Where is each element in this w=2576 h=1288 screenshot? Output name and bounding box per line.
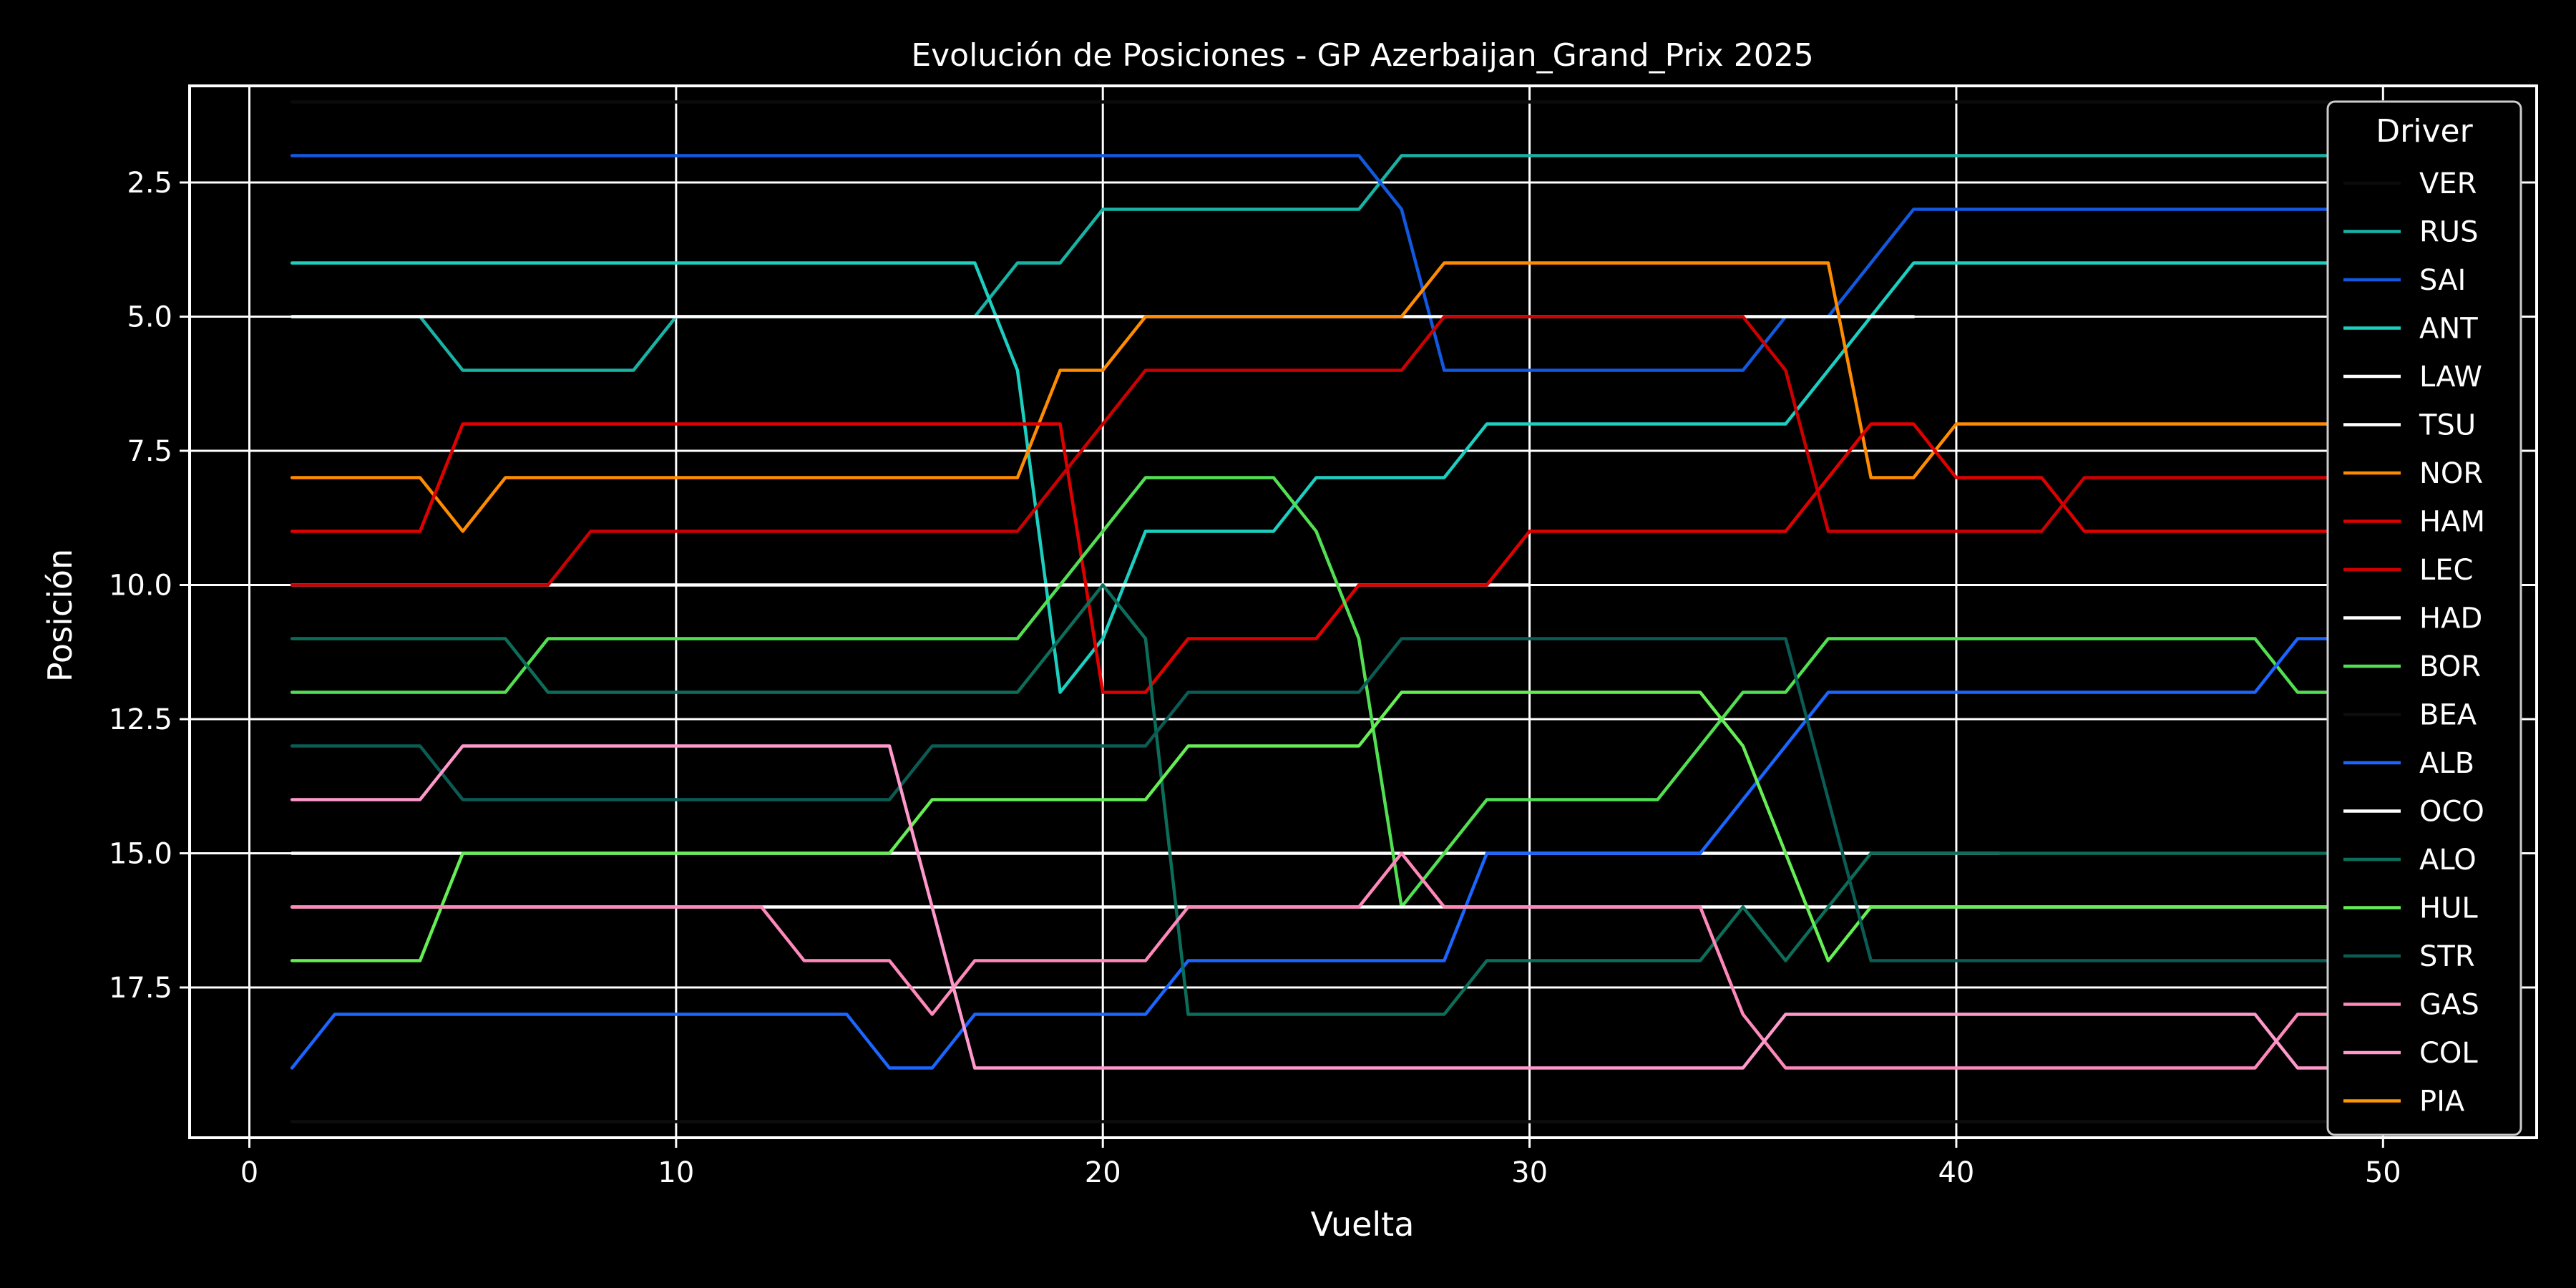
series-line-sai: [290, 154, 2428, 372]
y-tick-label: 5.0: [127, 301, 172, 334]
legend-label: GAS: [2419, 989, 2479, 1022]
x-tick-label: 30: [1511, 1156, 1548, 1189]
legend-box: [2326, 100, 2522, 1136]
legend-label: NOR: [2419, 457, 2483, 490]
x-tick-label: 40: [1938, 1156, 1974, 1189]
legend-item-sai: SAI: [2343, 264, 2466, 297]
series-line-str: [290, 637, 2428, 962]
x-tick-label: 0: [240, 1156, 258, 1189]
legend-item-hul: HUL: [2343, 892, 2478, 925]
y-tick-label: 17.5: [109, 972, 172, 1005]
series-line-gas: [290, 852, 2428, 1070]
legend-item-bor: BOR: [2343, 650, 2481, 683]
series-line-hul: [290, 691, 2428, 962]
plot-frame: [188, 84, 2538, 1139]
series-line-nor: [290, 261, 2428, 533]
legend-item-ant: ANT: [2343, 313, 2478, 346]
y-tick-label: 10.0: [109, 570, 172, 602]
legend-label: ANT: [2419, 313, 2478, 346]
legend-item-alb: ALB: [2343, 747, 2474, 780]
legend-label: LEC: [2419, 554, 2474, 587]
legend: Driver VER RUS SAI ANT LAW TSU NOR HAM LEC HAD BOR…: [2326, 100, 2522, 1136]
legend-item-had: HAD: [2343, 602, 2482, 635]
legend-label: ALO: [2419, 844, 2477, 877]
series-line-col: [290, 744, 2385, 1070]
legend-label: LAW: [2419, 361, 2482, 394]
series-line-ham: [290, 422, 2428, 694]
y-axis-title: Posición: [41, 549, 79, 682]
legend-label: BOR: [2419, 650, 2481, 683]
y-tick-label: 2.5: [127, 167, 172, 200]
series-line-alb: [290, 637, 2428, 1070]
series-layer: [290, 100, 2428, 1123]
legend-item-nor: NOR: [2343, 457, 2483, 490]
legend-item-law: LAW: [2343, 361, 2482, 394]
series-line-rus: [290, 154, 2428, 372]
chart-title: Evolución de Posiciones - GP Azerbaijan_…: [911, 37, 1813, 74]
legend-item-oco: OCO: [2343, 796, 2484, 829]
legend-item-str: STR: [2343, 940, 2475, 973]
legend-label: RUS: [2419, 216, 2478, 249]
legend-label: SAI: [2419, 264, 2466, 297]
legend-item-ham: HAM: [2343, 506, 2485, 539]
legend-label: OCO: [2419, 796, 2484, 829]
legend-item-rus: RUS: [2343, 216, 2478, 249]
series-line-ant: [290, 261, 2428, 694]
legend-item-ver: VER: [2343, 167, 2477, 200]
legend-item-bea: BEA: [2343, 699, 2477, 732]
x-tick-label: 50: [2365, 1156, 2401, 1189]
x-axis-title: Vuelta: [1311, 1205, 1415, 1244]
legend-label: HUL: [2419, 892, 2478, 925]
legend-item-alo: ALO: [2343, 844, 2477, 877]
legend-label: BEA: [2419, 699, 2477, 732]
legend-label: VER: [2419, 167, 2477, 200]
series-line-alo: [290, 583, 2428, 1016]
legend-label: COL: [2419, 1037, 2478, 1070]
x-tick-label: 20: [1085, 1156, 1121, 1189]
legend-label: TSU: [2419, 409, 2476, 442]
legend-label: STR: [2419, 940, 2475, 973]
legend-item-tsu: TSU: [2343, 409, 2476, 442]
legend-items: VER RUS SAI ANT LAW TSU NOR HAM LEC HAD BOR BEA ALB O…: [2343, 167, 2485, 1118]
legend-item-col: COL: [2343, 1037, 2478, 1070]
y-ticks: 2.5 5.0 7.5 10.0 12.5 15.0 17.5: [109, 167, 190, 1005]
x-ticks: 0 10 20 30 40 50: [240, 1138, 2401, 1189]
legend-label: HAM: [2419, 506, 2485, 539]
legend-item-lec: LEC: [2343, 554, 2474, 587]
legend-item-gas: GAS: [2343, 989, 2479, 1022]
legend-title: Driver: [2376, 113, 2473, 150]
series-line-lec: [290, 315, 2428, 587]
y-tick-label: 7.5: [127, 435, 172, 468]
y-tick-label: 15.0: [109, 838, 172, 871]
legend-item-pia: PIA: [2343, 1085, 2465, 1118]
y-tick-label: 12.5: [109, 703, 172, 736]
legend-label: ALB: [2419, 747, 2474, 780]
legend-label: PIA: [2419, 1085, 2465, 1118]
legend-label: HAD: [2419, 602, 2482, 635]
x-tick-label: 10: [658, 1156, 694, 1189]
